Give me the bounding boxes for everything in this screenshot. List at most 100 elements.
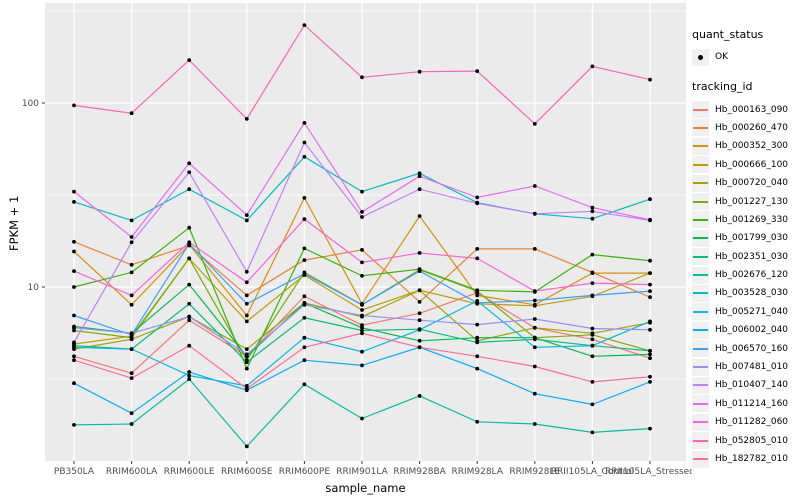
series-points-Hb_001269_330 [72, 225, 652, 371]
data-point [532, 364, 537, 369]
data-point [302, 246, 307, 251]
legend-color-line [693, 218, 708, 221]
data-point [244, 280, 249, 285]
data-point [244, 293, 249, 298]
legend-series-list: Hb_000163_090 Hb_000260_470 Hb_000352_300 H… [692, 100, 800, 468]
legend-color-line [693, 126, 708, 129]
data-point [590, 343, 595, 348]
data-point [72, 189, 76, 194]
legend-item: Hb_011214_160 [692, 395, 800, 413]
data-point [475, 247, 480, 251]
data-point [360, 210, 364, 214]
x-tick-label: RRIM901LA [336, 467, 388, 477]
data-point [129, 235, 134, 239]
legend-line-key-icon [692, 248, 709, 266]
data-point [590, 293, 595, 298]
data-point [129, 376, 134, 380]
data-point [302, 358, 307, 363]
data-point [417, 338, 422, 343]
legend-label: Hb_006570_160 [715, 343, 789, 354]
data-point [590, 271, 595, 275]
x-axis-title: sample_name [325, 481, 406, 495]
data-point [302, 217, 307, 222]
data-point [129, 422, 134, 426]
data-point [302, 345, 307, 350]
legend-label: Hb_000666_100 [715, 159, 789, 170]
data-point [360, 215, 364, 219]
legend-color-line [693, 384, 708, 387]
x-tick-label: RRIM928LE [509, 467, 560, 477]
x-tick-label: RRIM600LE [164, 467, 215, 477]
data-point [360, 302, 364, 307]
data-point [187, 282, 192, 287]
data-point [590, 281, 595, 285]
legend-line-key-icon [692, 156, 709, 174]
x-tick-label: PB350LA [54, 467, 95, 477]
legend: quant_status OK tracking_id Hb_000163_09… [692, 28, 800, 468]
legend-label: Hb_006002_040 [715, 325, 789, 336]
legend-color-line [693, 292, 708, 295]
data-point [360, 349, 364, 354]
data-point [417, 251, 422, 255]
data-point [417, 345, 422, 350]
data-point [417, 300, 422, 304]
legend-label: Hb_002676_120 [715, 270, 789, 281]
data-point [475, 256, 480, 261]
legend-item: Hb_001799_030 [692, 229, 800, 247]
panel-background [45, 3, 686, 461]
data-point [417, 214, 422, 218]
series-points-Hb_007481_010 [72, 302, 652, 357]
data-point [360, 416, 364, 421]
data-point [129, 347, 134, 351]
data-point [187, 301, 192, 306]
legend-label: Hb_001799_030 [715, 233, 789, 244]
data-point [417, 269, 422, 273]
data-point [187, 370, 192, 374]
data-point [590, 332, 595, 337]
data-point [590, 354, 595, 359]
data-point [244, 218, 249, 223]
data-point [187, 343, 192, 348]
data-point [475, 419, 480, 424]
legend-line-key-icon [692, 284, 709, 302]
data-point [244, 384, 249, 388]
data-point [590, 430, 595, 435]
data-point [360, 363, 364, 368]
data-point [187, 373, 192, 378]
legend-item: Hb_006002_040 [692, 321, 800, 339]
x-tick-label: RRIM600PE [279, 467, 331, 477]
legend-color-line [693, 200, 708, 203]
data-point [475, 69, 480, 73]
data-point [72, 345, 76, 350]
data-point [417, 187, 422, 192]
data-point [302, 121, 307, 125]
legend-label: Hb_052805_010 [715, 435, 789, 446]
legend-line-key-icon [692, 193, 709, 211]
legend-label-ok: OK [715, 52, 728, 63]
data-point [590, 205, 595, 210]
legend-item-ok: OK [692, 48, 800, 66]
legend-color-line [693, 458, 708, 460]
legend-item: Hb_000720_040 [692, 174, 800, 192]
data-point [590, 326, 595, 331]
data-point [129, 335, 134, 340]
data-point [648, 352, 652, 357]
data-point [72, 358, 76, 363]
data-point [590, 252, 595, 257]
legend-line-key-icon [692, 321, 709, 339]
data-point [72, 249, 76, 254]
data-point [360, 328, 364, 333]
data-point [302, 154, 307, 159]
data-point [360, 75, 364, 80]
plot-panel: 10 100 PB350LA RRIM600LA RRIM600LE RRIM600SE R… [22, 3, 692, 477]
legend-label: Hb_011282_060 [715, 417, 789, 428]
data-point [302, 271, 307, 276]
data-point [129, 240, 134, 245]
data-point [532, 391, 537, 396]
legend-line-key-icon [692, 432, 709, 450]
legend-line-key-icon [692, 229, 709, 247]
data-point [475, 301, 480, 305]
data-point [187, 314, 192, 319]
data-point [72, 381, 76, 386]
